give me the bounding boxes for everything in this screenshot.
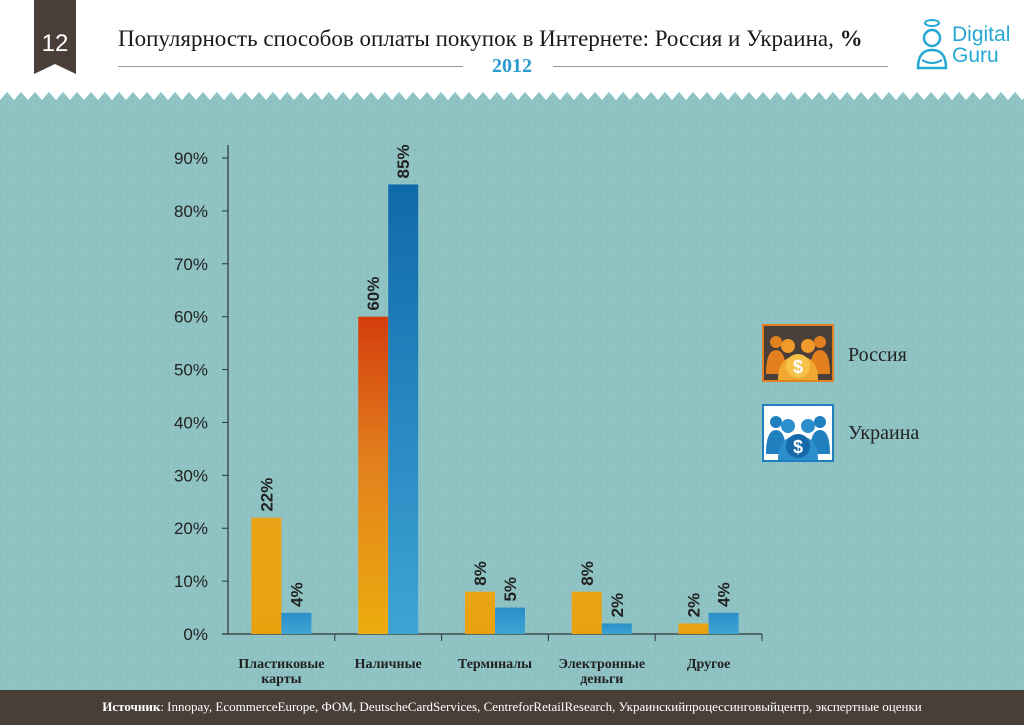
bar-value-label: 2% — [608, 593, 627, 618]
logo-line-1: Digital — [952, 23, 1011, 46]
page-badge — [34, 0, 76, 74]
svg-text:$: $ — [793, 357, 803, 377]
header: 12 Популярность способов оплаты покупок … — [0, 0, 1024, 100]
bar-value-label: 8% — [578, 561, 597, 586]
bar-value-label: 22% — [257, 478, 276, 512]
y-tick-label: 90% — [174, 149, 208, 168]
bar-value-label: 2% — [685, 593, 704, 618]
bar-ukraine — [708, 612, 739, 634]
bar-value-label: 8% — [471, 561, 490, 586]
source-note: Источник: Innopay, EcommerceEurope, ФОМ,… — [0, 699, 1024, 715]
bar-russia — [465, 591, 495, 634]
svg-text:$: $ — [793, 437, 803, 457]
legend-label-ukraine: Украина — [848, 422, 920, 444]
page-title: Популярность способов оплаты покупок в И… — [118, 26, 863, 52]
logo-text: Digital Guru — [952, 24, 1010, 66]
bar-ukraine — [495, 607, 525, 634]
y-tick-label: 80% — [174, 202, 208, 221]
bar-value-label: 4% — [715, 582, 734, 607]
y-tick-label: 10% — [174, 572, 208, 591]
russia-people-icon: $ — [762, 324, 834, 382]
category-label: Другое — [687, 657, 730, 672]
y-tick-label: 50% — [174, 361, 208, 380]
page-number: 12 — [41, 30, 69, 57]
category-label: Наличные — [355, 657, 422, 672]
title-unit: % — [839, 26, 863, 51]
category-label: Терминалы — [458, 657, 532, 672]
category-label: деньги — [580, 672, 623, 687]
category-label: Электронные — [559, 657, 646, 672]
y-tick-label: 0% — [183, 625, 208, 644]
guru-logo-icon — [916, 19, 948, 70]
bar-russia — [678, 623, 709, 634]
bar-value-label: 60% — [364, 277, 383, 311]
bar-russia — [358, 316, 389, 634]
title-text: Популярность способов оплаты покупок в И… — [118, 26, 834, 51]
y-tick-label: 30% — [174, 466, 208, 485]
bar-chart: 0% 10% 20% 30% 40% 50% 60% 70% 80% 90% 22% 4% Пласти… — [174, 144, 763, 687]
legend-label-russia: Россия — [848, 344, 907, 366]
bar-value-label: 85% — [394, 144, 413, 178]
year-rule-left — [118, 66, 463, 67]
year-label: 2012 — [492, 55, 532, 77]
y-tick-label: 20% — [174, 519, 208, 538]
bar-value-label: 5% — [501, 577, 520, 602]
bar-value-label: 4% — [287, 582, 306, 607]
year-rule-right — [553, 66, 888, 67]
footer: Источник: Innopay, EcommerceEurope, ФОМ,… — [0, 690, 1024, 725]
y-tick-label: 60% — [174, 308, 208, 327]
y-tick-label: 40% — [174, 413, 208, 432]
category-label: карты — [261, 672, 301, 687]
logo-line-2: Guru — [952, 44, 999, 67]
bar-russia — [571, 591, 602, 634]
bar-russia — [251, 517, 282, 634]
bar-ukraine — [281, 612, 312, 634]
source-label: Источник — [102, 699, 161, 714]
bar-ukraine — [388, 184, 419, 634]
chart-area: 0% 10% 20% 30% 40% 50% 60% 70% 80% 90% 22% 4% Пласти… — [0, 92, 1024, 690]
y-tick-label: 70% — [174, 255, 208, 274]
ukraine-people-icon: $ — [762, 404, 834, 462]
bar-ukraine — [601, 623, 632, 634]
source-text: : Innopay, EcommerceEurope, ФОМ, Deutsch… — [160, 699, 922, 714]
category-label: Пластиковые — [238, 657, 324, 672]
